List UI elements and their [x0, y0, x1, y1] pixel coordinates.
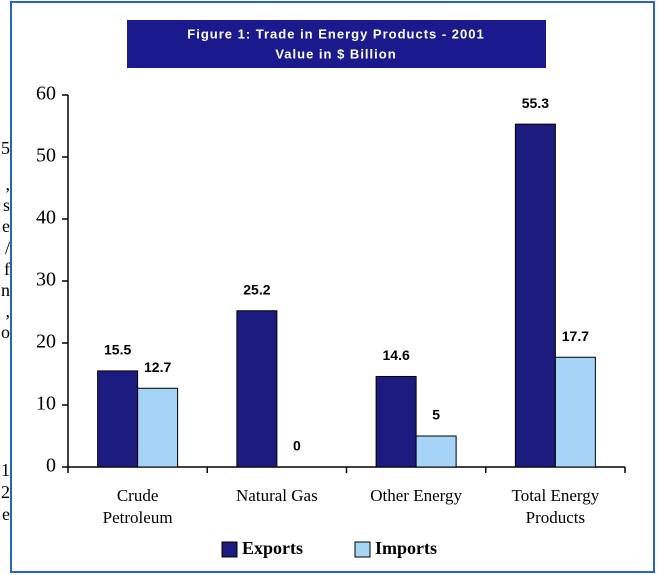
text-fragment: f: [4, 259, 10, 279]
y-tick-label: 40: [36, 207, 56, 229]
text-fragment: 5: [1, 138, 10, 158]
x-tick-label: Crude: [117, 486, 159, 505]
data-label: 0: [293, 438, 301, 454]
data-label: 15.5: [104, 342, 131, 358]
text-fragment: 1: [1, 460, 10, 480]
x-tick-label: Products: [526, 508, 586, 527]
chart-subtitle: Value in $ Billion: [275, 46, 396, 61]
data-label: 17.7: [562, 328, 589, 344]
bar: [375, 375, 417, 468]
x-tick-label: Other Energy: [370, 486, 462, 505]
y-tick-label: 10: [36, 393, 56, 415]
legend-label: Imports: [375, 538, 437, 558]
text-fragment: e: [2, 216, 10, 236]
x-tick-label: Total Energy: [512, 486, 600, 505]
text-fragment: ,: [6, 174, 11, 194]
y-tick-label: 50: [36, 145, 56, 167]
y-tick-label: 20: [36, 331, 56, 353]
text-fragment: 2: [1, 482, 10, 502]
data-label: 12.7: [144, 359, 171, 375]
x-tick-label: Natural Gas: [236, 486, 318, 505]
legend-swatch: [354, 541, 371, 558]
text-fragment: s: [3, 195, 10, 215]
bar: [236, 310, 278, 468]
text-fragment: e: [2, 504, 10, 524]
text-fragment: ,: [6, 301, 11, 321]
bar: [137, 387, 179, 468]
y-tick-label: 60: [36, 83, 56, 105]
legend-swatch: [221, 541, 238, 558]
bar: [554, 356, 596, 468]
data-label: 55.3: [522, 95, 549, 111]
data-label: 14.6: [383, 347, 410, 363]
text-fragment: o: [1, 322, 10, 342]
bar: [97, 370, 139, 468]
text-fragment: /: [5, 238, 10, 258]
data-label: 5: [432, 407, 440, 423]
legend-label: Exports: [242, 538, 303, 558]
title-box: [127, 20, 546, 68]
data-label: 25.2: [243, 281, 270, 297]
chart-title: Figure 1: Trade in Energy Products - 200…: [187, 26, 484, 41]
bar: [415, 435, 457, 468]
y-tick-label: 30: [36, 269, 56, 291]
y-tick-label: 0: [46, 455, 56, 477]
bar: [514, 123, 556, 468]
x-tick-label: Petroleum: [103, 508, 173, 527]
text-fragment: n: [1, 280, 10, 300]
